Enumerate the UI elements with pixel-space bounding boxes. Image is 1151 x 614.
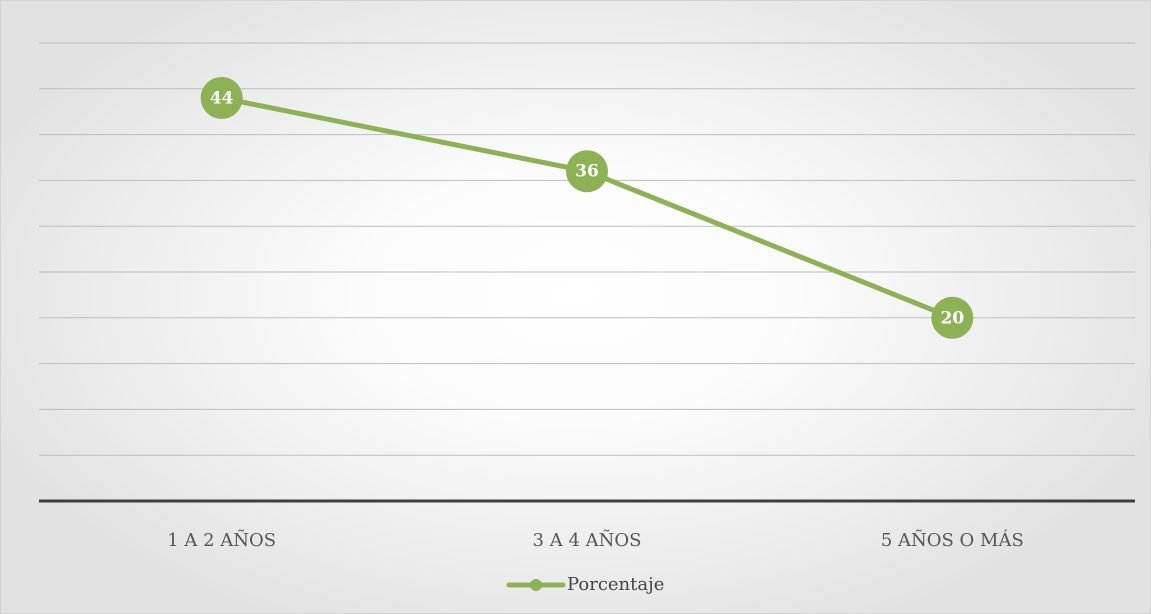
x-tick-label: 5 AÑOS O MÁS xyxy=(881,528,1024,551)
legend-label: Porcentaje xyxy=(567,574,664,595)
legend-marker-swatch xyxy=(530,579,542,591)
series-porcentaje: 44 36 20 xyxy=(200,76,974,339)
data-point xyxy=(566,150,608,193)
x-tick-label: 1 A 2 AÑOS xyxy=(167,528,276,551)
data-point xyxy=(200,76,243,119)
series-line xyxy=(219,95,955,321)
x-tick-labels: 1 A 2 AÑOS 3 A 4 AÑOS 5 AÑOS O MÁS xyxy=(167,528,1024,551)
data-label: 20 xyxy=(940,308,964,328)
data-label: 36 xyxy=(575,162,599,182)
data-label: 44 xyxy=(210,88,234,108)
legend: Porcentaje xyxy=(506,574,664,595)
data-point xyxy=(931,296,974,339)
gridlines xyxy=(39,42,1135,456)
x-tick-label: 3 A 4 AÑOS xyxy=(533,528,642,551)
